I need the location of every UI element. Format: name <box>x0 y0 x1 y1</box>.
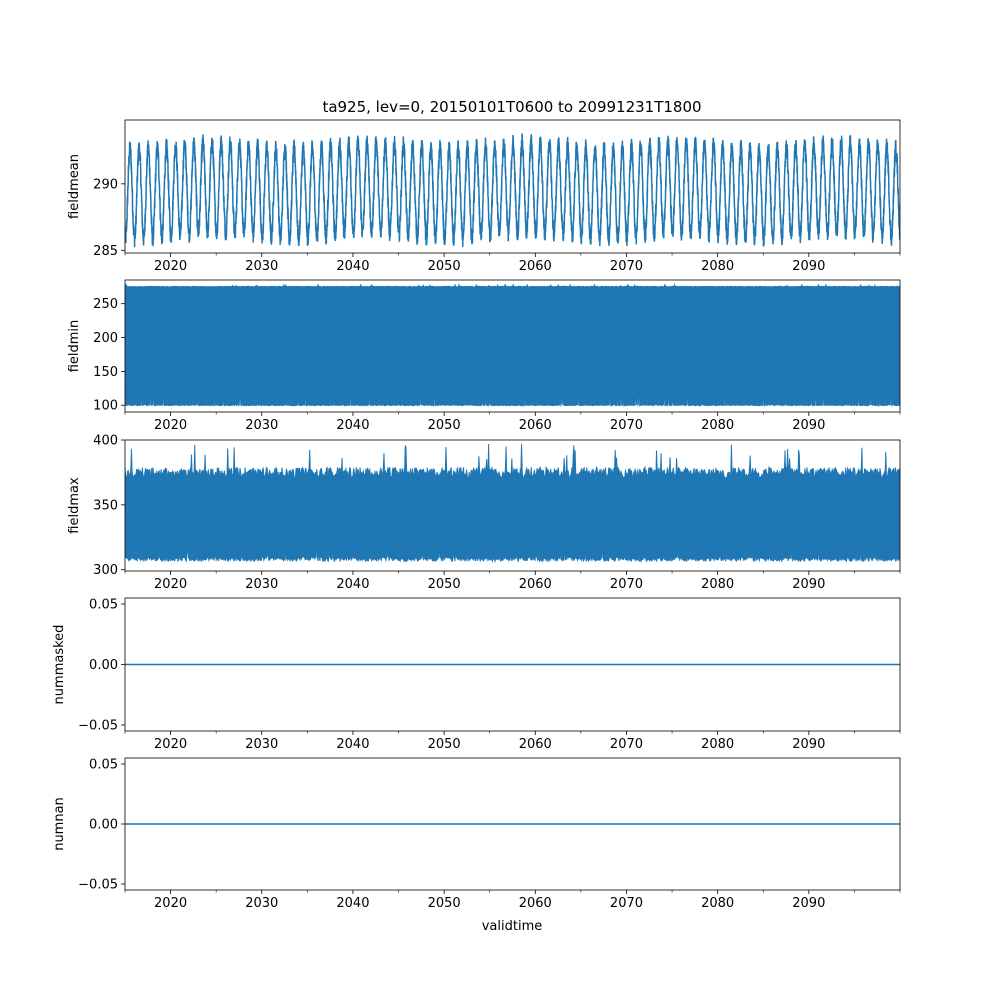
y-axis-label: fieldmean <box>67 154 82 219</box>
x-tick-label: 2050 <box>428 259 461 274</box>
y-tick-label: 350 <box>93 498 118 513</box>
x-tick-label: 2050 <box>428 737 461 752</box>
y-tick-label: 0.05 <box>89 758 118 773</box>
x-tick-label: 2040 <box>336 259 369 274</box>
x-tick-label: 2070 <box>610 418 643 433</box>
x-tick-label: 2080 <box>701 259 734 274</box>
x-tick-label: 2020 <box>154 896 187 911</box>
axes-frame <box>124 439 901 572</box>
x-tick-label: 2030 <box>245 577 278 592</box>
panel-nummasked: 2020 2030 2040 2050 2060 2070 2080 2090 −0.05 0.0… <box>52 598 901 752</box>
x-tick-label: 2050 <box>428 418 461 433</box>
y-axis-label: nummasked <box>52 625 67 705</box>
x-tick-label: 2050 <box>428 577 461 592</box>
x-tick-label: 2070 <box>610 577 643 592</box>
panel-fieldmax: 2020 2030 2040 2050 2060 2070 2080 2090 300 350 40… <box>67 434 901 592</box>
series-band-fieldmin <box>125 283 900 408</box>
axes-frame <box>124 279 901 413</box>
x-tick-label: 2040 <box>336 577 369 592</box>
x-tick-label: 2080 <box>701 577 734 592</box>
panel-fieldmean: 2020 2030 2040 2050 2060 2070 2080 2090 285 290 fi… <box>67 119 901 274</box>
x-tick-label: 2080 <box>701 418 734 433</box>
y-tick-label: 100 <box>93 399 118 414</box>
axes-frame <box>124 119 901 254</box>
y-axis-label: numnan <box>52 797 67 851</box>
series-band-fieldmax <box>125 443 900 563</box>
x-tick-label: 2050 <box>428 896 461 911</box>
x-tick-label: 2060 <box>519 896 552 911</box>
x-tick-label: 2080 <box>701 896 734 911</box>
x-tick-label: 2040 <box>336 737 369 752</box>
y-tick-label: 290 <box>93 177 118 192</box>
x-tick-label: 2070 <box>610 737 643 752</box>
x-tick-label: 2030 <box>245 896 278 911</box>
y-tick-label: 250 <box>93 297 118 312</box>
x-tick-label: 2090 <box>792 259 825 274</box>
x-tick-label: 2090 <box>792 418 825 433</box>
x-tick-label: 2060 <box>519 577 552 592</box>
y-tick-label: 285 <box>93 244 118 259</box>
y-axis-label: fieldmin <box>67 320 82 373</box>
x-tick-label: 2030 <box>245 259 278 274</box>
y-tick-label: 300 <box>93 563 118 578</box>
x-tick-label: 2070 <box>610 896 643 911</box>
panel-fieldmin: 2020 2030 2040 2050 2060 2070 2080 2090 100 150 20… <box>67 279 901 433</box>
x-tick-label: 2020 <box>154 577 187 592</box>
x-tick-label: 2030 <box>245 418 278 433</box>
y-tick-label: 150 <box>93 365 118 380</box>
x-tick-label: 2040 <box>336 418 369 433</box>
x-tick-label: 2060 <box>519 737 552 752</box>
y-axis-label: fieldmax <box>67 477 82 534</box>
x-tick-label: 2090 <box>792 577 825 592</box>
panel-numnan: 2020 2030 2040 2050 2060 2070 2080 2090 −0.05 0.0… <box>52 758 901 911</box>
x-tick-label: 2020 <box>154 737 187 752</box>
series-line-fieldmean <box>125 133 900 248</box>
x-axis-label: validtime <box>482 919 543 934</box>
y-tick-label: 0.00 <box>89 658 118 673</box>
x-tick-label: 2080 <box>701 737 734 752</box>
x-tick-label: 2060 <box>519 418 552 433</box>
x-tick-label: 2030 <box>245 737 278 752</box>
chart-title: ta925, lev=0, 20150101T0600 to 20991231T… <box>322 98 701 116</box>
y-tick-label: 0.05 <box>89 598 118 613</box>
x-tick-label: 2070 <box>610 259 643 274</box>
y-tick-label: 200 <box>93 331 118 346</box>
y-tick-label: −0.05 <box>78 718 118 733</box>
y-tick-label: 0.00 <box>89 818 118 833</box>
y-tick-label: 400 <box>93 434 118 449</box>
y-tick-label: −0.05 <box>78 878 118 893</box>
x-tick-label: 2060 <box>519 259 552 274</box>
x-tick-label: 2090 <box>792 896 825 911</box>
x-tick-label: 2020 <box>154 418 187 433</box>
x-tick-label: 2040 <box>336 896 369 911</box>
x-tick-label: 2090 <box>792 737 825 752</box>
x-tick-label: 2020 <box>154 259 187 274</box>
